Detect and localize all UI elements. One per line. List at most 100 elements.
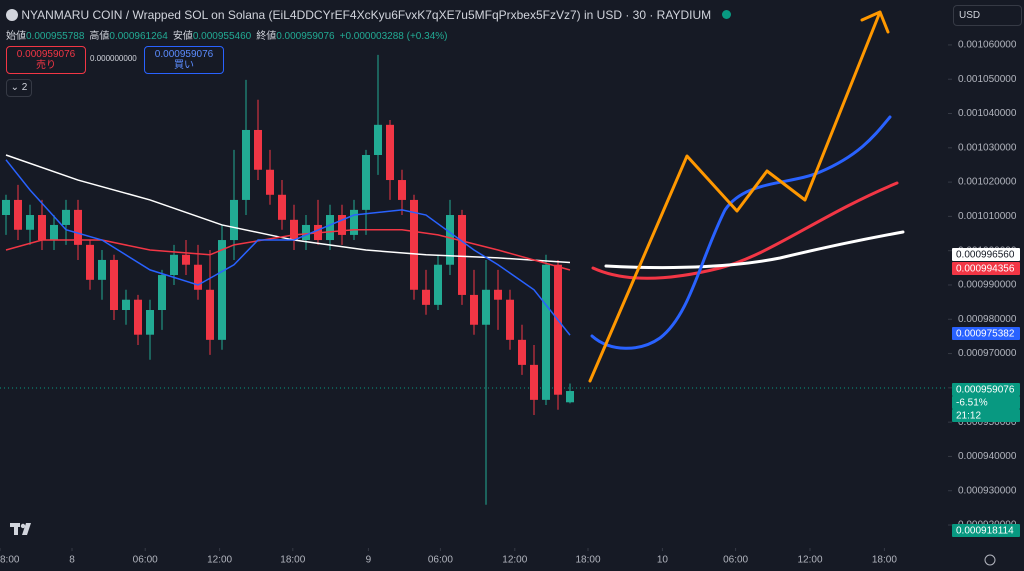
y-tick-label: 0.001040000 — [958, 108, 1017, 119]
candle-body — [218, 240, 226, 340]
currency-select[interactable]: USD — [953, 5, 1022, 26]
candle-body — [38, 215, 46, 241]
header-row: NYANMARU COIN / Wrapped SOL on Solana (E… — [6, 8, 732, 22]
price-label: 21:12 — [956, 411, 981, 422]
candle-body — [566, 391, 574, 403]
candle-body — [146, 310, 154, 335]
drawings — [588, 10, 905, 383]
y-tick-label: 0.001020000 — [958, 177, 1017, 188]
price-label-bg — [952, 409, 1020, 422]
sell-button[interactable]: 0.000959076 売り — [6, 46, 86, 74]
buy-label: 買い — [174, 60, 194, 71]
x-tick-label: 18:00 — [280, 555, 305, 566]
candle-body — [518, 339, 526, 365]
x-tick-label: 06:00 — [723, 555, 748, 566]
candle-body — [110, 259, 118, 311]
symbol-title: NYANMARU COIN / Wrapped SOL on Solana (E… — [21, 8, 712, 22]
settings-icon[interactable] — [984, 554, 996, 566]
candle-body — [542, 264, 550, 400]
candle-body — [374, 124, 382, 156]
tv-logo — [10, 523, 31, 535]
candle-body — [2, 199, 10, 216]
candle-body — [530, 364, 538, 400]
y-tick-label: 0.001060000 — [958, 40, 1017, 51]
indicator-count: 2 — [21, 82, 28, 93]
price-label-bg — [952, 524, 1020, 537]
x-tick-label: 12:00 — [797, 555, 822, 566]
y-tick-label: 0.001010000 — [958, 211, 1017, 222]
candle-body — [302, 224, 310, 241]
x-tick-label: 12:00 — [502, 555, 527, 566]
y-tick-label: 0.001030000 — [958, 142, 1017, 153]
plot-area — [2, 54, 574, 505]
candle-body — [122, 299, 130, 311]
candle-body — [326, 215, 334, 241]
ohlc-change: +0.000003288 (+0.34%) — [339, 31, 448, 42]
x-tick-label: 06:00 — [428, 555, 453, 566]
ohlc-value: 0.000959076 — [276, 31, 335, 42]
candle-body — [62, 209, 70, 225]
ohlc-label: 始値 — [6, 31, 26, 42]
drawn-blue-curve — [590, 115, 892, 350]
candle-body — [50, 224, 58, 241]
price-label-bg — [952, 327, 1020, 340]
candle-body — [506, 299, 514, 340]
candle-body — [158, 275, 166, 311]
price-label-bg — [952, 383, 1020, 396]
x-tick-label: 8:00 — [0, 555, 20, 566]
candle-body — [410, 199, 418, 290]
coin-icon — [6, 9, 18, 21]
candle-body — [266, 169, 274, 195]
candle-body — [338, 215, 346, 235]
x-tick-label: 10 — [657, 555, 669, 566]
y-tick-label: 0.000990000 — [958, 280, 1017, 291]
buy-price: 0.000959076 — [154, 49, 214, 60]
candle-body — [422, 289, 430, 305]
candle-body — [182, 254, 190, 265]
price-label: 0.000996560 — [956, 250, 1015, 261]
candle-body — [470, 294, 478, 325]
candle-body — [554, 264, 562, 395]
status-dot — [722, 10, 732, 19]
candle-body — [290, 219, 298, 241]
y-tick-label: 0.000950000 — [958, 417, 1017, 428]
y-tick-label: 0.000940000 — [958, 451, 1017, 462]
candle-body — [98, 259, 106, 280]
x-tick-label: 8 — [69, 555, 75, 566]
ohlc-label: 安値 — [172, 31, 193, 42]
y-tick-label: 0.000980000 — [958, 314, 1017, 325]
x-tick-label: 12:00 — [207, 555, 232, 566]
drawn-orange-path — [588, 10, 890, 383]
price-label: 0.000975382 — [956, 329, 1015, 340]
y-tick-label: 0.000930000 — [958, 485, 1017, 496]
y-tick-label: 0.000970000 — [958, 348, 1017, 359]
ohlc-value: 0.000955788 — [26, 31, 85, 42]
ohlc-label: 高値 — [89, 31, 110, 42]
moving-average — [5, 159, 571, 336]
ohlc-label: 終値 — [256, 31, 277, 42]
candle-body — [14, 199, 22, 230]
candle-body — [86, 244, 94, 280]
price-label-bg — [952, 262, 1020, 275]
candle-body — [458, 215, 466, 295]
candle-body — [398, 180, 406, 200]
price-label: 0.000994356 — [956, 264, 1015, 275]
candle-body — [230, 199, 238, 241]
candle-body — [242, 129, 250, 200]
indicators-toggle[interactable]: ⌄ 2 — [6, 79, 32, 97]
price-label-bg — [952, 248, 1020, 261]
candle-body — [194, 264, 202, 290]
spread: 0.000000000 — [90, 54, 137, 63]
y-tick-label: 0.001050000 — [958, 74, 1017, 85]
price-label-bg — [952, 396, 1020, 409]
candle-body — [26, 215, 34, 230]
candle-body — [254, 129, 262, 170]
price-label: 0.000959076 — [956, 385, 1015, 396]
x-tick-label: 9 — [366, 555, 372, 566]
price-label: 0.000918114 — [956, 526, 1014, 537]
buy-button[interactable]: 0.000959076 買い — [144, 46, 224, 74]
ohlc-value: 0.000961264 — [109, 31, 168, 42]
candle-body — [362, 155, 370, 210]
